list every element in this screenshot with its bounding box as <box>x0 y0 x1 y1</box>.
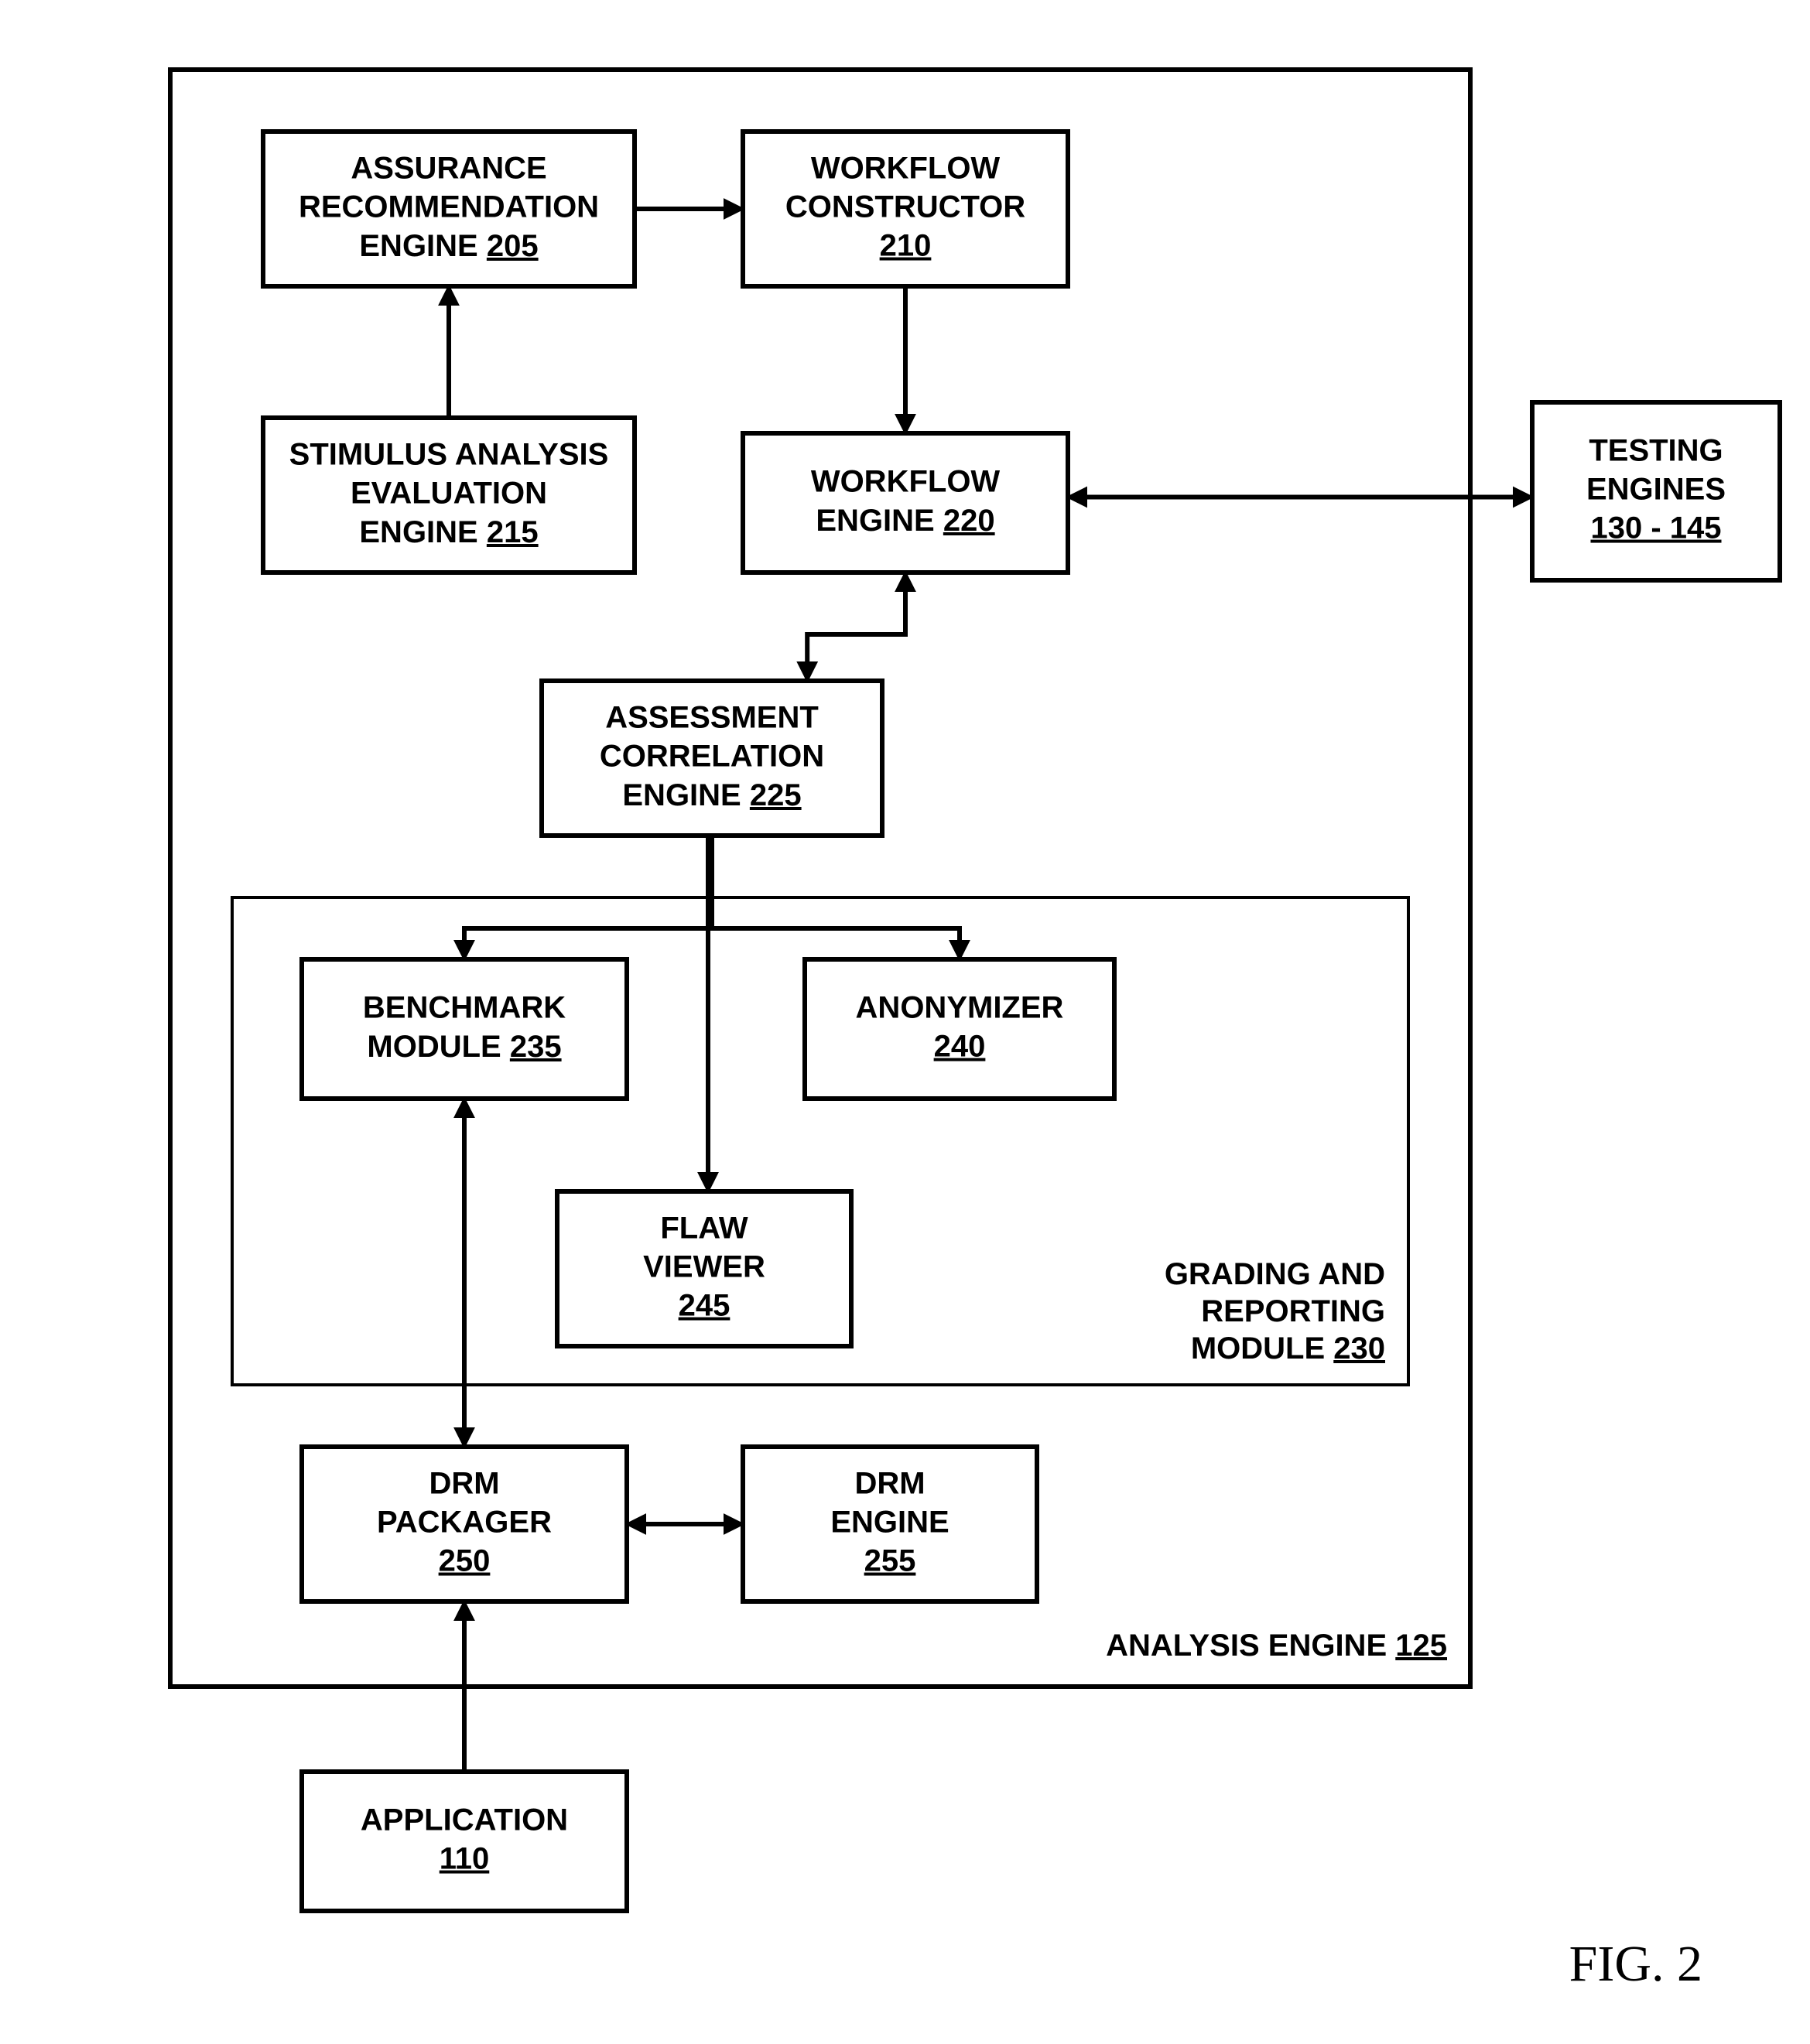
workflow_e-label: WORKFLOW <box>811 465 1001 499</box>
application-label: APPLICATION <box>361 1803 568 1837</box>
analysis-engine-label: ANALYSIS ENGINE 125 <box>1106 1629 1447 1663</box>
benchmark-label: MODULE 235 <box>367 1030 561 1064</box>
grading-reporting-label: GRADING AND <box>1165 1257 1385 1291</box>
testing-label: ENGINES <box>1586 473 1726 507</box>
drm_eng-label: ENGINE <box>830 1506 949 1540</box>
analysis-engine-container <box>170 70 1470 1687</box>
assessment-label: CORRELATION <box>600 740 824 774</box>
testing-label: 130 - 145 <box>1590 511 1721 545</box>
workflow_c-label: WORKFLOW <box>811 152 1001 186</box>
grading-reporting-ref: MODULE 230 <box>1191 1331 1385 1366</box>
benchmark-label: BENCHMARK <box>363 991 566 1025</box>
stimulus-label: ENGINE 215 <box>359 515 538 549</box>
assessment-label: ASSESSMENT <box>605 701 819 735</box>
grading-reporting-label: REPORTING <box>1201 1294 1385 1328</box>
stimulus-label: EVALUATION <box>351 477 547 511</box>
anonymizer-label: ANONYMIZER <box>856 991 1064 1025</box>
application-label: 110 <box>440 1842 490 1876</box>
stimulus-label: STIMULUS ANALYSIS <box>289 438 609 472</box>
assessment-label: ENGINE 225 <box>622 778 801 812</box>
flaw-label: VIEWER <box>643 1250 765 1284</box>
workflow_e-label: ENGINE 220 <box>816 504 994 538</box>
workflow_c-label: 210 <box>880 229 932 263</box>
drm_eng-label: 255 <box>864 1544 916 1578</box>
drm_pkg-label: 250 <box>439 1544 491 1578</box>
assurance-label: ASSURANCE <box>351 152 546 186</box>
anonymizer-label: 240 <box>934 1030 986 1064</box>
testing-label: TESTING <box>1589 434 1723 468</box>
assurance-label: RECOMMENDATION <box>299 190 599 224</box>
flaw-label: 245 <box>679 1289 731 1323</box>
drm_pkg-label: PACKAGER <box>377 1506 552 1540</box>
assurance-label: ENGINE 205 <box>359 229 538 263</box>
drm_eng-label: DRM <box>854 1467 925 1501</box>
workflow_c-label: CONSTRUCTOR <box>785 190 1025 224</box>
figure-caption: FIG. 2 <box>1569 1936 1702 1992</box>
drm_pkg-label: DRM <box>429 1467 499 1501</box>
flaw-label: FLAW <box>660 1212 748 1246</box>
